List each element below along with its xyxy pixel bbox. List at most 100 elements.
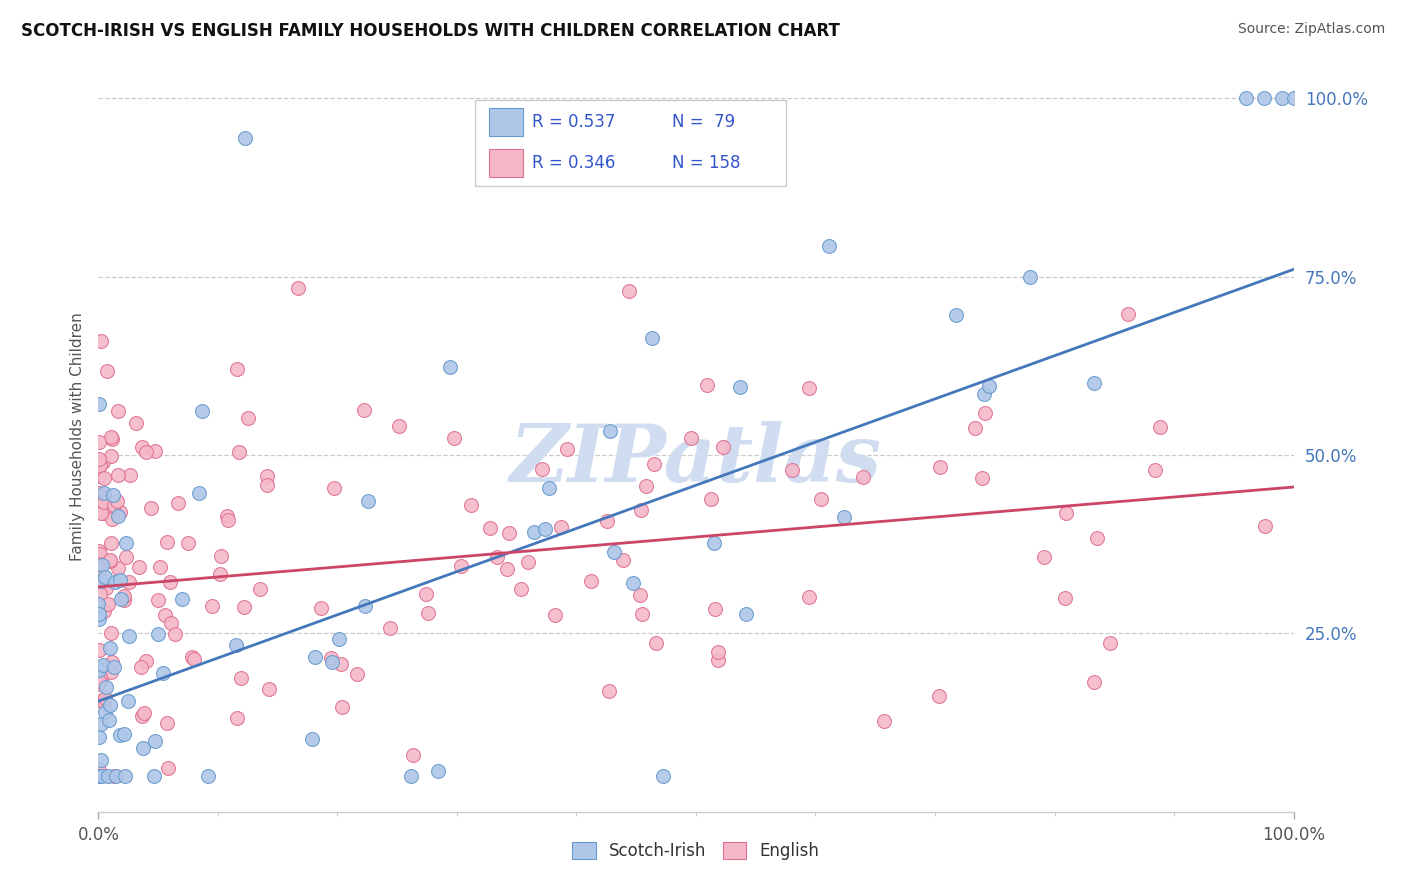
Point — [972, 470, 994, 484]
Point — [1253, 91, 1275, 105]
Point — [1019, 270, 1042, 285]
Point — [139, 501, 162, 516]
Point — [287, 281, 309, 295]
Point — [1099, 635, 1122, 649]
Point — [89, 643, 111, 657]
Point — [108, 728, 131, 742]
Point — [118, 468, 141, 483]
Point — [426, 764, 449, 778]
Point — [110, 591, 132, 606]
Point — [598, 684, 620, 698]
Point — [538, 481, 561, 495]
Point — [183, 652, 205, 666]
Point — [309, 601, 332, 615]
Point — [818, 238, 841, 252]
Point — [146, 593, 169, 607]
Point — [1282, 91, 1305, 105]
Point — [132, 741, 155, 756]
Point — [401, 747, 423, 762]
Point — [703, 536, 725, 550]
Point — [617, 284, 640, 298]
Point — [973, 387, 995, 401]
Point — [630, 503, 652, 517]
Point — [353, 403, 375, 417]
Point — [510, 582, 533, 596]
Point — [89, 544, 111, 558]
Point — [104, 769, 127, 783]
Point — [652, 769, 675, 783]
Point — [89, 669, 111, 683]
Point — [101, 432, 124, 446]
Point — [498, 525, 520, 540]
Point — [209, 549, 232, 563]
Point — [259, 682, 281, 697]
Point — [256, 469, 278, 483]
Point — [90, 717, 112, 731]
Point — [156, 761, 179, 775]
Point — [87, 664, 110, 678]
Point — [103, 769, 125, 783]
Point — [112, 727, 135, 741]
Point — [323, 481, 346, 495]
Text: SCOTCH-IRISH VS ENGLISH FAMILY HOUSEHOLDS WITH CHILDREN CORRELATION CHART: SCOTCH-IRISH VS ENGLISH FAMILY HOUSEHOLD… — [21, 22, 839, 40]
Point — [1234, 91, 1257, 105]
Point — [87, 769, 110, 783]
Point — [357, 493, 380, 508]
Point — [328, 632, 350, 646]
Point — [93, 603, 115, 617]
Point — [628, 588, 651, 602]
Point — [149, 560, 172, 574]
Point — [105, 494, 128, 508]
Point — [696, 378, 718, 392]
Point — [87, 661, 110, 675]
Point — [115, 535, 138, 549]
Point — [416, 606, 439, 620]
Point — [643, 457, 665, 471]
Point — [100, 553, 122, 567]
Point — [114, 769, 136, 783]
Point — [217, 513, 239, 527]
Point — [439, 359, 461, 374]
Y-axis label: Family Households with Children: Family Households with Children — [69, 313, 84, 561]
Point — [217, 509, 239, 524]
Text: R = 0.346: R = 0.346 — [533, 154, 616, 172]
Point — [118, 575, 141, 590]
Point — [329, 657, 352, 672]
Point — [188, 486, 211, 500]
Point — [101, 487, 124, 501]
Point — [479, 521, 502, 535]
Legend: Scotch-Irish, English: Scotch-Irish, English — [565, 836, 827, 867]
Point — [170, 592, 193, 607]
Point — [974, 406, 997, 420]
Point — [100, 535, 122, 549]
Point — [96, 581, 118, 595]
Point — [107, 403, 129, 417]
Point — [87, 764, 110, 778]
Point — [485, 550, 508, 565]
Point — [249, 582, 271, 597]
Point — [190, 404, 212, 418]
Point — [706, 645, 728, 659]
Point — [304, 649, 326, 664]
Point — [100, 429, 122, 443]
Point — [108, 574, 131, 588]
Point — [87, 612, 110, 626]
Point — [146, 627, 169, 641]
Point — [1054, 506, 1077, 520]
Point — [91, 657, 114, 672]
Point — [1033, 550, 1056, 565]
Point — [87, 557, 110, 571]
Point — [125, 416, 148, 430]
Point — [354, 599, 377, 614]
Point — [112, 592, 135, 607]
Point — [321, 656, 343, 670]
Point — [225, 362, 247, 376]
Point — [89, 468, 111, 483]
Point — [852, 470, 875, 484]
Point — [87, 452, 110, 467]
Point — [544, 608, 567, 623]
Point — [700, 492, 723, 507]
Point — [93, 495, 115, 509]
Point — [229, 671, 252, 685]
Point — [94, 705, 117, 719]
